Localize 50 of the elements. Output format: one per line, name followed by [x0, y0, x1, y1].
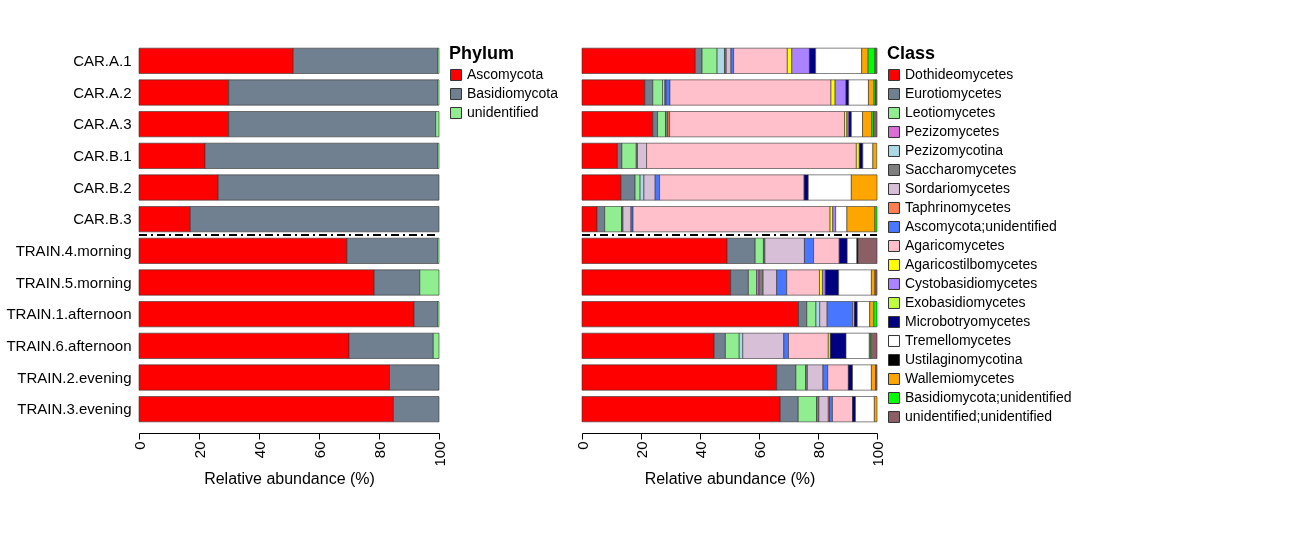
y-tick-label: TRAIN.6.afternoon [6, 336, 132, 354]
legend-label: unidentified [467, 104, 539, 120]
legend-label: Tremellomycetes [905, 332, 1012, 348]
legend-label: Cystobasidiomycetes [905, 275, 1038, 291]
legend-label: Basidiomycota;unidentified [905, 389, 1072, 405]
x-tick-label: 40 [250, 441, 268, 459]
legend-label: Pezizomycetes [905, 123, 1000, 139]
legend-label: Ascomycota [467, 66, 544, 82]
legend-label: Leotiomycetes [905, 104, 996, 120]
x-tick-label: 0 [573, 441, 591, 450]
y-tick-label: TRAIN.5.morning [15, 273, 132, 291]
x-tick-label: 20 [190, 441, 208, 459]
y-tick-label: TRAIN.3.evening [17, 400, 132, 418]
x-tick-label: 80 [370, 441, 388, 459]
legend-label: Ustilaginomycotina [905, 351, 1023, 367]
x-tick-label: 100 [868, 441, 886, 467]
x-tick-label: 60 [750, 441, 768, 459]
y-tick-label: TRAIN.4.morning [15, 241, 132, 259]
legend-label: Ascomycota;unidentified [905, 218, 1057, 234]
legend-label: Wallemiomycetes [905, 370, 1015, 386]
x-axis-title: Relative abundance (%) [204, 469, 375, 487]
y-tick-label: CAR.B.2 [73, 178, 132, 196]
x-tick-label: 0 [130, 441, 148, 450]
legend-label: Eurotiomycetes [905, 85, 1002, 101]
y-tick-label: CAR.B.1 [73, 146, 132, 164]
x-tick-label: 40 [691, 441, 709, 459]
y-tick-label: CAR.A.1 [73, 51, 132, 69]
x-tick-label: 100 [430, 441, 448, 467]
legend-label: Saccharomycetes [905, 161, 1017, 177]
legend-label: Taphrinomycetes [905, 199, 1011, 215]
legend-label: Agaricomycetes [905, 237, 1005, 253]
y-tick-label: TRAIN.2.evening [17, 368, 132, 386]
legend-label: unidentified;unidentified [905, 408, 1053, 424]
y-tick-label: CAR.B.3 [73, 210, 132, 228]
x-tick-label: 60 [310, 441, 328, 459]
legend-title: Phylum [449, 43, 515, 63]
x-tick-label: 80 [809, 441, 827, 459]
legend-label: Sordariomycetes [905, 180, 1011, 196]
legend-label: Agaricostilbomycetes [905, 256, 1038, 272]
x-tick-label: 20 [632, 441, 650, 459]
y-tick-label: CAR.A.2 [73, 83, 132, 101]
y-tick-label: TRAIN.1.afternoon [6, 305, 132, 323]
legend-label: Exobasidiomycetes [905, 294, 1026, 310]
legend-title: Class [887, 43, 936, 63]
x-axis-title: Relative abundance (%) [644, 469, 816, 487]
y-tick-label: CAR.A.3 [73, 115, 132, 133]
legend-label: Basidiomycota [467, 85, 559, 101]
legend-label: Microbotryomycetes [905, 313, 1031, 329]
legend-label: Dothideomycetes [905, 66, 1014, 82]
legend-label: Pezizomycotina [905, 142, 1004, 158]
